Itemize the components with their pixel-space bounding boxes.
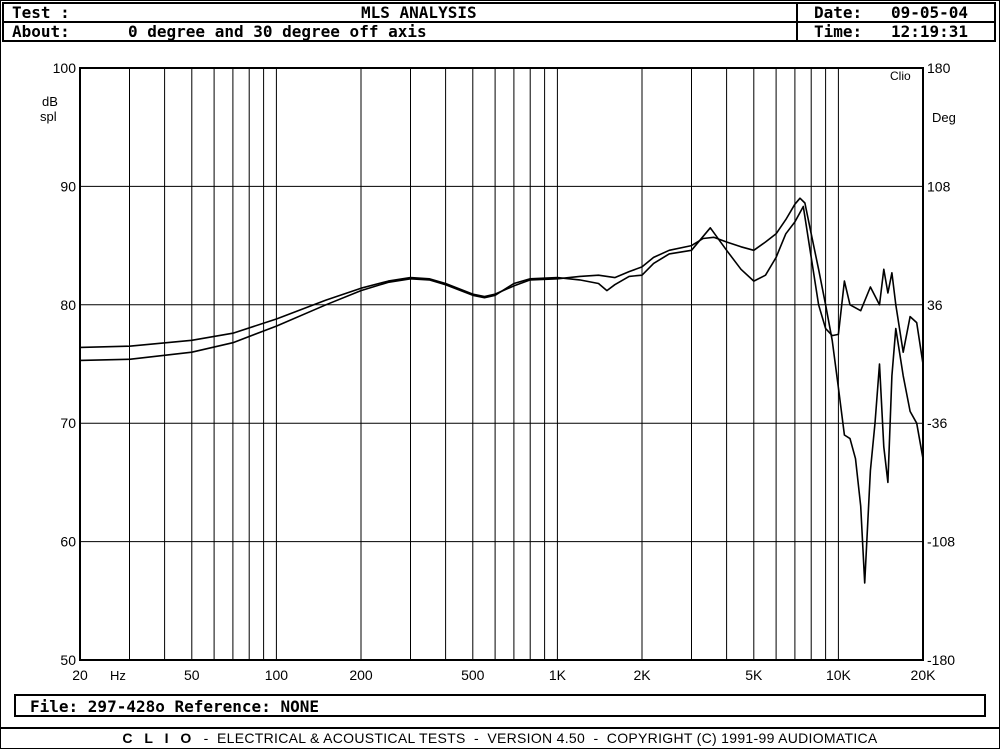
y-tick-label: 60 (60, 534, 76, 550)
banner-line: C L I O - ELECTRICAL & ACOUSTICAL TESTS … (0, 730, 1000, 746)
file-info-bar: File: 297-428o Reference: NONE (14, 694, 986, 717)
series-line-1 (79, 197, 924, 584)
analysis-title: MLS ANALYSIS (361, 3, 477, 22)
y-left-label-db: dB (42, 94, 58, 109)
chart-series (79, 197, 924, 584)
x-tick-label: 2K (633, 667, 651, 683)
x-tick-label: 1K (549, 667, 567, 683)
series-line-2 (79, 205, 924, 365)
clio-brand: C L I O (122, 730, 196, 746)
y2-tick-label: 36 (927, 297, 943, 313)
y-tick-label: 80 (60, 297, 76, 313)
x-tick-label: 100 (265, 667, 289, 683)
y-tick-label: 70 (60, 415, 76, 431)
y2-tick-label: -36 (927, 415, 947, 431)
time-label: Time: (814, 22, 863, 41)
y-tick-label: 100 (53, 60, 77, 76)
x-tick-label: 10K (826, 667, 852, 683)
header-divider (4, 21, 994, 23)
x-tick-label: 5K (745, 667, 763, 683)
y2-tick-label: 108 (927, 178, 951, 194)
y-tick-label: 50 (60, 652, 76, 668)
header-separator (796, 4, 798, 40)
x-tick-label: 20K (911, 667, 937, 683)
x-tick-label: 20 (72, 667, 88, 683)
chart-grid (80, 68, 923, 660)
y2-tick-label: -108 (927, 534, 955, 550)
time-value: 12:19:31 (891, 22, 969, 41)
file-info-text: File: 297-428o Reference: NONE (30, 697, 319, 716)
x-tick-label: 500 (461, 667, 485, 683)
y-left-label-spl: spl (40, 109, 57, 124)
header-panel: Test : MLS ANALYSIS Date: 09-05-04 About… (2, 2, 996, 42)
date-label: Date: (814, 3, 863, 22)
y2-tick-label: 180 (927, 60, 951, 76)
copyright-banner: C L I O - ELECTRICAL & ACOUSTICAL TESTS … (0, 727, 1000, 747)
plot-border (79, 67, 924, 661)
clio-watermark: Clio (890, 69, 911, 83)
y2-tick-label: -180 (927, 652, 955, 668)
banner-text: - ELECTRICAL & ACOUSTICAL TESTS - VERSIO… (203, 730, 878, 746)
y-right-label: Deg (932, 110, 956, 125)
about-label: About: (12, 22, 70, 41)
y-tick-label: 90 (60, 178, 76, 194)
test-label: Test : (12, 3, 70, 22)
date-value: 09-05-04 (891, 3, 969, 22)
x-tick-label: 50 (184, 667, 200, 683)
x-tick-label: 200 (349, 667, 373, 683)
x-unit-label: Hz (110, 668, 126, 683)
about-value: 0 degree and 30 degree off axis (128, 22, 427, 41)
